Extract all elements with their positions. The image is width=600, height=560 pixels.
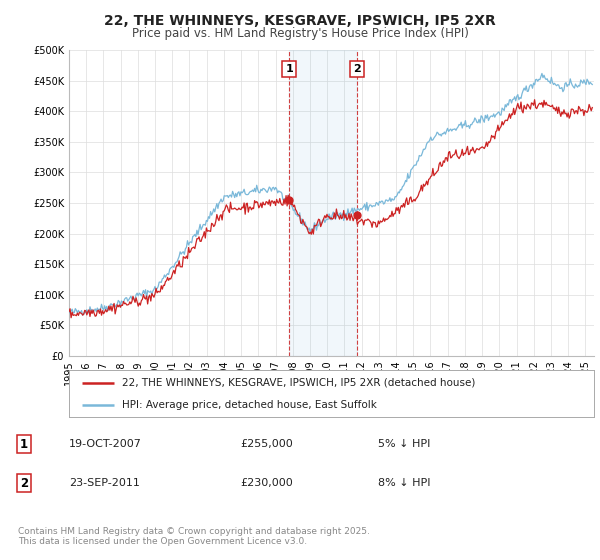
Text: 1: 1 <box>286 64 293 74</box>
Text: 19-OCT-2007: 19-OCT-2007 <box>69 439 142 449</box>
Text: 2: 2 <box>353 64 361 74</box>
Text: £255,000: £255,000 <box>240 439 293 449</box>
Text: 5% ↓ HPI: 5% ↓ HPI <box>378 439 430 449</box>
Text: 8% ↓ HPI: 8% ↓ HPI <box>378 478 431 488</box>
Text: 22, THE WHINNEYS, KESGRAVE, IPSWICH, IP5 2XR (detached house): 22, THE WHINNEYS, KESGRAVE, IPSWICH, IP5… <box>121 378 475 388</box>
Text: 22, THE WHINNEYS, KESGRAVE, IPSWICH, IP5 2XR: 22, THE WHINNEYS, KESGRAVE, IPSWICH, IP5… <box>104 14 496 28</box>
Text: £230,000: £230,000 <box>240 478 293 488</box>
Bar <box>289 50 357 356</box>
Text: Price paid vs. HM Land Registry's House Price Index (HPI): Price paid vs. HM Land Registry's House … <box>131 27 469 40</box>
Text: HPI: Average price, detached house, East Suffolk: HPI: Average price, detached house, East… <box>121 400 376 410</box>
Text: 1: 1 <box>20 438 28 451</box>
Text: 2: 2 <box>20 477 28 490</box>
Text: 23-SEP-2011: 23-SEP-2011 <box>69 478 140 488</box>
Text: Contains HM Land Registry data © Crown copyright and database right 2025.
This d: Contains HM Land Registry data © Crown c… <box>18 526 370 546</box>
